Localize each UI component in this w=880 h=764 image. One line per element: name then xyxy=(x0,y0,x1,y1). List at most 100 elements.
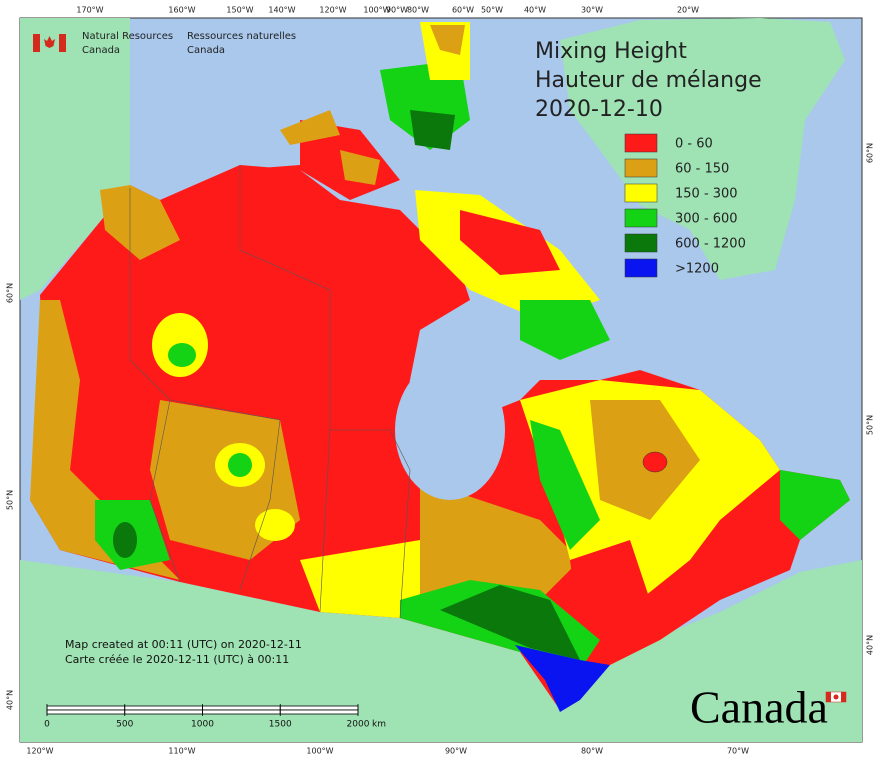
scale-segment xyxy=(279,705,359,711)
lon-label: 100°W xyxy=(363,6,390,15)
nrcan-logo: Natural Resources Canada Ressources natu… xyxy=(33,31,296,56)
lon-label: 80°W xyxy=(581,747,603,756)
scale-segment xyxy=(124,705,203,711)
legend-label: >1200 xyxy=(675,262,719,277)
lat-label: 40°N xyxy=(866,635,875,655)
hudson-bay xyxy=(395,360,505,500)
zone-60-150 xyxy=(100,185,180,260)
agency-en: Canada xyxy=(82,45,120,56)
lon-label: 150°W xyxy=(226,6,253,15)
flag-leaf xyxy=(44,36,55,48)
legend-label: 60 - 150 xyxy=(675,162,729,177)
footer: Map created at 00:11 (UTC) on 2020-12-11… xyxy=(65,638,302,666)
legend-swatch xyxy=(624,258,658,278)
legend-swatch xyxy=(624,233,658,253)
flag-bar xyxy=(841,692,846,702)
lon-label: 50°W xyxy=(481,6,503,15)
greenland xyxy=(560,18,845,280)
arctic-island xyxy=(235,165,310,270)
lon-label: 120°W xyxy=(26,747,53,756)
legend-swatch xyxy=(624,133,658,153)
zone-600-1200 xyxy=(440,585,580,660)
zone-300-600 xyxy=(780,470,850,540)
lon-label: 30°W xyxy=(581,6,603,15)
scale-segment xyxy=(202,709,281,715)
agency-fr: Canada xyxy=(187,45,225,56)
zone-60-150 xyxy=(30,300,180,580)
lon-label: 60°W xyxy=(452,6,474,15)
zone-300-600 xyxy=(228,453,252,477)
lon-label: 40°W xyxy=(524,6,546,15)
legend-label: 150 - 300 xyxy=(675,187,738,202)
lon-label: 70°W xyxy=(727,747,749,756)
legend-label: 0 - 60 xyxy=(675,137,713,152)
legend-swatch xyxy=(624,208,658,228)
scale-label: 1500 xyxy=(269,720,292,730)
graticule-labels: 170°W 160°W 150°W 140°W 120°W 100°W90°W80°W 60… xyxy=(6,6,875,756)
lon-label: 100°W xyxy=(306,747,333,756)
scale-label: 1000 xyxy=(191,720,214,730)
title-line: Mixing Height xyxy=(535,39,687,64)
baffin-island xyxy=(460,210,560,275)
scale-bar: 0 500 1000 1500 2000 km xyxy=(44,704,386,730)
title-line: 2020-12-10 xyxy=(535,97,663,122)
arctic-island xyxy=(340,150,380,185)
lat-label: 60°N xyxy=(866,143,875,163)
flag-bar xyxy=(33,34,40,52)
scale-segment xyxy=(46,705,126,711)
lon-label: 170°W xyxy=(76,6,103,15)
lat-label: 50°N xyxy=(6,490,15,510)
lon-label: 90°W xyxy=(445,747,467,756)
legend: 0 - 60 60 - 150 150 - 300 300 - 600 600 - 12… xyxy=(624,133,746,278)
zone-600-1200 xyxy=(113,522,137,558)
legend-label: 600 - 1200 xyxy=(675,237,746,252)
alaska xyxy=(20,18,130,300)
lon-label: 140°W xyxy=(268,6,295,15)
scale-segment xyxy=(46,709,126,715)
lat-label: 40°N xyxy=(6,690,15,710)
flag-bar xyxy=(826,692,831,702)
province-border xyxy=(239,165,331,613)
scale-label: 0 xyxy=(44,720,50,730)
lon-label: 160°W xyxy=(168,6,195,15)
flag-bar xyxy=(59,34,66,52)
zone-300-600 xyxy=(168,343,196,367)
arctic-island xyxy=(410,110,455,150)
arctic-island xyxy=(430,25,465,55)
title: Mixing Height Hauteur de mélange 2020-12… xyxy=(535,39,762,122)
lon-label: 110°W xyxy=(168,747,195,756)
flag-leaf xyxy=(833,694,839,700)
title-line: Hauteur de mélange xyxy=(535,68,762,93)
legend-label: 300 - 600 xyxy=(675,212,738,227)
zone-over-1200 xyxy=(515,645,610,712)
province-border xyxy=(330,429,411,619)
baffin-island xyxy=(520,300,610,360)
scale-segment xyxy=(202,705,281,711)
agency-en: Natural Resources xyxy=(82,31,173,42)
legend-swatch xyxy=(624,158,658,178)
zone-300-600 xyxy=(530,420,600,550)
zone-0-60 xyxy=(570,540,650,620)
footer-line: Carte créée le 2020-12-11 (UTC) à 00:11 xyxy=(65,653,289,666)
province-border xyxy=(169,399,281,591)
scale-unit: km xyxy=(372,720,386,730)
lon-label: 20°W xyxy=(677,6,699,15)
canada-wordmark: Canada xyxy=(690,682,847,733)
borders xyxy=(129,165,411,619)
scale-segment xyxy=(124,709,203,715)
lon-label: 90°W xyxy=(386,6,408,15)
agency-fr: Ressources naturelles xyxy=(187,31,296,42)
lon-label: 120°W xyxy=(319,6,346,15)
lat-label: 60°N xyxy=(6,283,15,303)
scale-segment xyxy=(279,709,359,715)
united-states xyxy=(20,560,862,742)
scale-label: 500 xyxy=(116,720,133,730)
lon-label: 80°W xyxy=(407,6,429,15)
lat-label: 50°N xyxy=(866,415,875,435)
zone-150-300 xyxy=(255,509,295,541)
zone-0-60 xyxy=(642,451,668,473)
footer-line: Map created at 00:11 (UTC) on 2020-12-11 xyxy=(65,638,302,651)
legend-swatch xyxy=(624,183,658,203)
land xyxy=(20,18,862,742)
